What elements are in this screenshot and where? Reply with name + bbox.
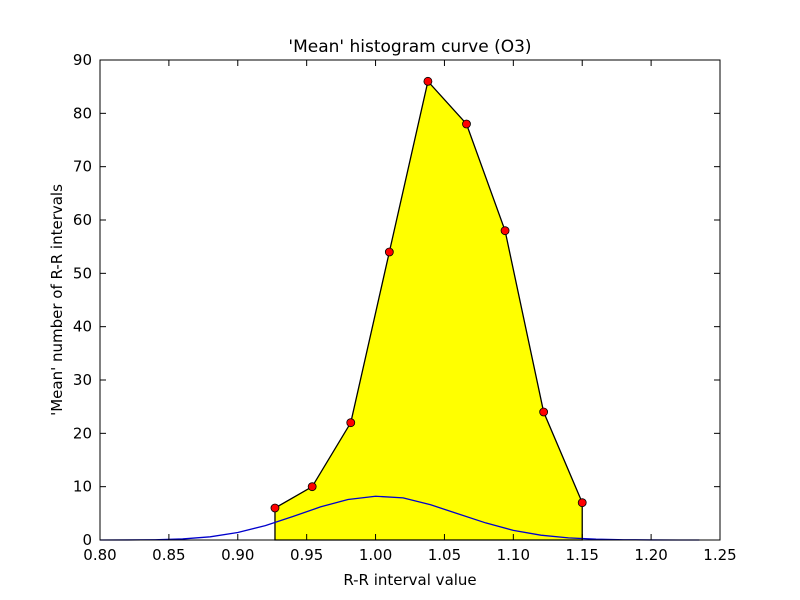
x-tick-label: 1.10: [497, 546, 530, 564]
data-point-marker: [423, 76, 433, 86]
x-tick-label: 1.20: [634, 546, 667, 564]
data-point-marker: [577, 498, 587, 508]
data-point-marker: [539, 407, 549, 417]
data-point-marker: [384, 247, 394, 257]
y-tick-label: 70: [73, 158, 92, 176]
y-tick-label: 0: [82, 531, 92, 549]
data-point-marker: [270, 503, 280, 513]
x-tick-label: 1.25: [703, 546, 736, 564]
distribution-curve: [99, 495, 700, 541]
y-tick-label: 20: [73, 424, 92, 442]
x-tick-label: 0.95: [290, 546, 323, 564]
y-axis-label: 'Mean' number of R-R intervals: [48, 184, 66, 416]
plot-frame: [99, 59, 721, 541]
y-tick-label: 90: [73, 51, 92, 69]
x-tick-label: 0.90: [221, 546, 254, 564]
x-tick-label: 0.85: [152, 546, 185, 564]
y-tick-label: 80: [73, 104, 92, 122]
chart-title: 'Mean' histogram curve (O3): [288, 37, 531, 57]
x-tick-label: 0.80: [83, 546, 116, 564]
x-tick-label: 1.15: [566, 546, 599, 564]
data-point-marker: [346, 418, 356, 428]
plot-layer: [99, 76, 700, 541]
axes-layer: 0.80 0.85 0.90 0.95 1.00 1.05 1.10 1.15 1.20 1.25…: [73, 51, 737, 564]
data-point-marker: [307, 482, 317, 492]
x-tick-label: 1.05: [428, 546, 461, 564]
data-point-marker: [462, 119, 471, 129]
x-axis-label: R-R interval value: [343, 571, 476, 589]
data-point-marker: [500, 226, 510, 236]
y-tick-label: 10: [73, 478, 92, 496]
y-tick-label: 60: [73, 211, 92, 229]
x-tick-label: 1.00: [359, 546, 392, 564]
y-tick-label: 50: [73, 264, 92, 282]
y-tick-label: 30: [73, 371, 92, 389]
y-tick-label: 40: [73, 318, 92, 336]
